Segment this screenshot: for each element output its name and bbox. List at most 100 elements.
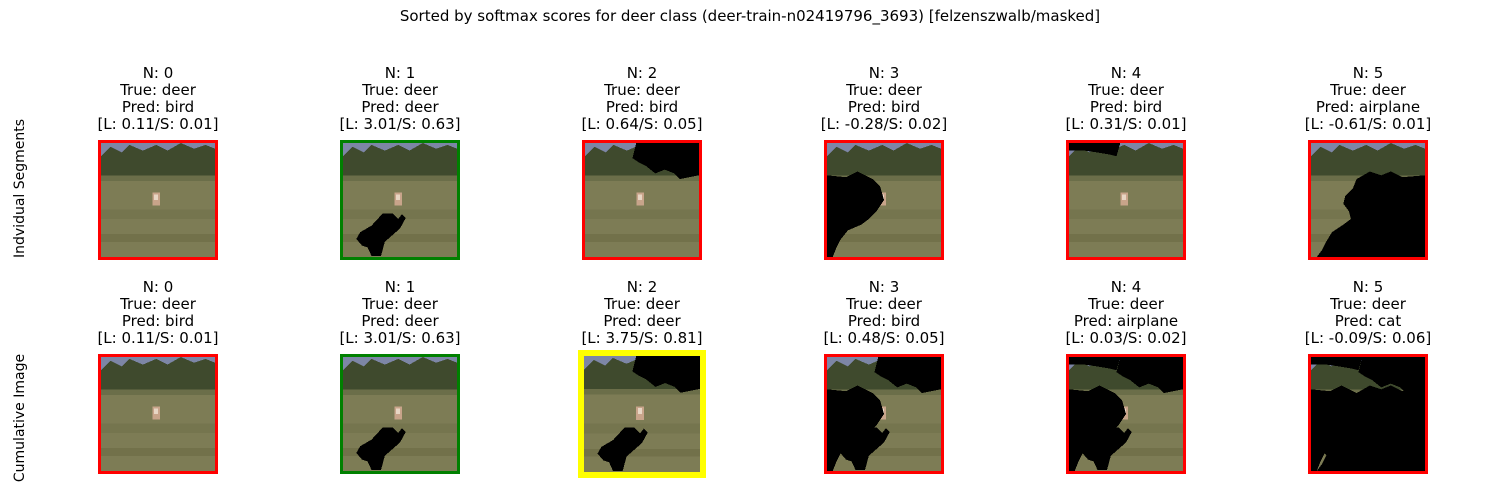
panel-true-label: True: deer	[1330, 295, 1406, 313]
panel-scores: [L: 0.11/S: 0.01]	[97, 115, 219, 133]
panel-index: N: 3	[868, 64, 900, 82]
panel-index: N: 4	[1110, 64, 1142, 82]
individual-cell-3: N: 3 True: deer Pred: bird [L: -0.28/S: 0.0…	[769, 65, 999, 133]
grass-band	[101, 448, 215, 456]
field-shade	[827, 389, 941, 395]
mask-segment-3	[827, 171, 884, 257]
cumulative-image-panel-1	[340, 354, 460, 474]
panel-pred-label: Pred: bird	[121, 312, 195, 330]
tree-line	[101, 357, 215, 395]
individual-image-panel-0	[98, 140, 218, 260]
panel-index: N: 4	[1110, 278, 1142, 296]
tree-line	[827, 143, 941, 181]
cumulative-image-panel-0	[98, 354, 218, 474]
panel-true-label: True: deer	[1330, 81, 1406, 99]
panel-pred-label: Pred: bird	[847, 312, 921, 330]
cumulative-image-panel-5	[1308, 354, 1428, 474]
panel-scores: [L: 0.31/S: 0.01]	[1065, 115, 1187, 133]
field-shade	[343, 389, 457, 395]
panel-pred-label: Pred: bird	[605, 98, 679, 116]
grass-band	[343, 448, 457, 456]
mask-segment-1	[597, 427, 648, 472]
mask-segment-1	[1082, 427, 1132, 471]
panel-true-label: True: deer	[604, 81, 680, 99]
panel-true-label: True: deer	[120, 295, 196, 313]
individual-image-panel-1	[340, 140, 460, 260]
grass-band	[585, 209, 699, 219]
panel-index: N: 3	[868, 278, 900, 296]
cumulative-cell-0: N: 0 True: deer Pred: bird [L: 0.11/S: 0.01…	[43, 279, 273, 347]
panel-scores: [L: 0.48/S: 0.05]	[823, 329, 945, 347]
tree-line	[101, 143, 215, 181]
field-shade	[343, 175, 457, 181]
panel-scores: [L: -0.61/S: 0.01]	[1304, 115, 1432, 133]
individual-cell-2: N: 2 True: deer Pred: bird [L: 0.64/S: 0.05…	[527, 65, 757, 133]
panel-pred-label: Pred: airplane	[1073, 312, 1179, 330]
panel-true-label: True: deer	[1088, 81, 1164, 99]
mask-segment-4	[1311, 357, 1363, 371]
panel-title: N: 5 True: deer Pred: airplane [L: -0.61/S:…	[1253, 65, 1483, 133]
grass-band	[343, 423, 457, 433]
individual-image-panel-3	[824, 140, 944, 260]
grass-band	[101, 423, 215, 433]
panel-scores: [L: 0.64/S: 0.05]	[581, 115, 703, 133]
panel-title: N: 1 True: deer Pred: deer [L: 3.01/S: 0.63…	[285, 65, 515, 133]
deer-highlight	[1122, 194, 1126, 200]
field-shade	[101, 175, 215, 181]
mask-segment-2	[632, 143, 699, 180]
field-shade	[1069, 389, 1183, 395]
row-label-cumulative-image: Cumulative Image	[12, 353, 28, 483]
grass-band	[584, 448, 700, 457]
mask-segment-1	[356, 213, 406, 257]
panel-title: N: 4 True: deer Pred: airplane [L: 0.03/S: …	[1011, 279, 1241, 347]
panel-pred-label: Pred: airplane	[1315, 98, 1421, 116]
figure-title: Sorted by softmax scores for deer class …	[399, 7, 1101, 25]
tree-line	[343, 357, 457, 395]
panel-true-label: True: deer	[604, 295, 680, 313]
individual-cell-0: N: 0 True: deer Pred: bird [L: 0.11/S: 0.01…	[43, 65, 273, 133]
panel-pred-label: Pred: deer	[361, 312, 439, 330]
grass-band	[1069, 448, 1183, 456]
panel-index: N: 0	[142, 278, 174, 296]
tree-line	[343, 143, 457, 181]
mask-segment-4	[1069, 357, 1121, 371]
grass-band	[585, 234, 699, 242]
individual-image-panel-4	[1066, 140, 1186, 260]
row-label-individual-segments: Indvidual Segments	[12, 118, 28, 258]
grass-band	[584, 423, 700, 434]
panel-pred-label: Pred: bird	[121, 98, 195, 116]
cumulative-cell-3: N: 3 True: deer Pred: bird [L: 0.48/S: 0.05…	[769, 279, 999, 347]
panel-title: N: 2 True: deer Pred: deer [L: 3.75/S: 0.81…	[527, 279, 757, 347]
panel-title: N: 4 True: deer Pred: bird [L: 0.31/S: 0.01…	[1011, 65, 1241, 133]
grass-band	[827, 209, 941, 219]
panel-title: N: 3 True: deer Pred: bird [L: 0.48/S: 0.05…	[769, 279, 999, 347]
grass-band	[101, 209, 215, 219]
panel-index: N: 5	[1352, 278, 1384, 296]
mask-segment-2	[632, 356, 700, 393]
panel-scores: [L: 0.11/S: 0.01]	[97, 329, 219, 347]
mask-segment-1	[356, 427, 406, 471]
panel-index: N: 1	[384, 278, 416, 296]
panel-true-label: True: deer	[1088, 295, 1164, 313]
cumulative-cell-1: N: 1 True: deer Pred: deer [L: 3.01/S: 0.63…	[285, 279, 515, 347]
panel-title: N: 0 True: deer Pred: bird [L: 0.11/S: 0.01…	[43, 65, 273, 133]
mask-segment-2	[1116, 357, 1183, 394]
individual-image-panel-2	[582, 140, 702, 260]
grass-band	[827, 234, 941, 242]
panel-true-label: True: deer	[362, 81, 438, 99]
panel-title: N: 5 True: deer Pred: cat [L: -0.09/S: 0.06…	[1253, 279, 1483, 347]
mask-segment-2	[874, 357, 941, 394]
panel-pred-label: Pred: bird	[847, 98, 921, 116]
grass-band	[101, 234, 215, 242]
mask-segment-3	[1069, 385, 1126, 471]
grass-band	[1069, 423, 1183, 433]
tree-line	[1311, 143, 1425, 181]
panel-true-label: True: deer	[846, 81, 922, 99]
mask-segment-1	[840, 427, 890, 471]
grass-band	[343, 234, 457, 242]
grass-band	[1069, 209, 1183, 219]
individual-cell-1: N: 1 True: deer Pred: deer [L: 3.01/S: 0.63…	[285, 65, 515, 133]
grass-band	[827, 448, 941, 456]
grass-band	[827, 423, 941, 433]
panel-true-label: True: deer	[846, 295, 922, 313]
